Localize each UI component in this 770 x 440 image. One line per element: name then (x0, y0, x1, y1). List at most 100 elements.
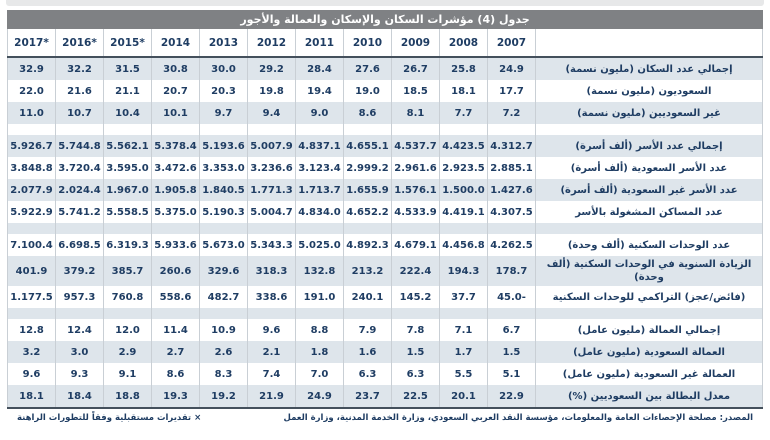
gap-cell (391, 124, 439, 135)
value-cell: 7.100.4 (7, 234, 55, 256)
value-cell: 12.8 (7, 319, 55, 341)
value-cell: 20.1 (439, 385, 487, 407)
value-cell: 4.655.1 (343, 135, 391, 157)
value-cell: 28.4 (295, 58, 343, 80)
value-cell: 7.9 (343, 319, 391, 341)
value-cell: 18.1 (439, 80, 487, 102)
value-cell: 22.9 (487, 385, 535, 407)
value-cell: 7.7 (439, 102, 487, 124)
row-label: عدد الوحدات السكنية (ألف وحدة) (535, 234, 762, 256)
value-cell: 3.720.4 (55, 157, 103, 179)
gap-cell (343, 308, 391, 319)
value-cell: 6.698.5 (55, 234, 103, 256)
gap-cell (247, 308, 295, 319)
row-label: معدل البطالة بين السعوديين (%) (535, 385, 762, 407)
table-body: 32.9 32.2 31.5 30.8 30.0 29.2 28.4 27.6 26.7 25.8… (7, 58, 763, 407)
table-row: 18.1 18.4 18.8 19.3 19.2 21.9 24.9 23.7 22.5 20.1… (7, 385, 763, 407)
value-cell: 11.0 (7, 102, 55, 124)
gap-cell (199, 308, 247, 319)
value-cell: 2.6 (199, 341, 247, 363)
value-cell: 1.7 (439, 341, 487, 363)
value-cell: 27.6 (343, 58, 391, 80)
value-cell: 20.7 (151, 80, 199, 102)
row-label: غير السعوديين (مليون نسمة) (535, 102, 762, 124)
gap-cell (151, 124, 199, 135)
value-cell: 1.8 (295, 341, 343, 363)
row-label: العمالة غير السعودية (مليون عامل) (535, 363, 762, 385)
value-cell: 4.652.2 (343, 201, 391, 223)
value-cell: 19.2 (199, 385, 247, 407)
row-label: (فائض/عجز) التراكمي للوحدات السكنية (535, 286, 762, 308)
gap-cell (7, 308, 55, 319)
value-cell: 1.5 (487, 341, 535, 363)
value-cell: 7.0 (295, 363, 343, 385)
value-cell: 5.744.8 (55, 135, 103, 157)
gap-cell (103, 223, 151, 234)
table-row: 401.9 379.2 385.7 260.6 329.6 318.3 132.8 213.2… (7, 256, 763, 286)
value-cell: 5.375.0 (151, 201, 199, 223)
gap-cell (103, 308, 151, 319)
section-gap (7, 308, 763, 319)
value-cell: 5.343.3 (247, 234, 295, 256)
value-cell: 18.1 (7, 385, 55, 407)
value-cell: 4.307.5 (487, 201, 535, 223)
value-cell: 24.9 (295, 385, 343, 407)
value-cell: 19.8 (247, 80, 295, 102)
value-cell: 10.4 (103, 102, 151, 124)
value-cell: 32.2 (55, 58, 103, 80)
table-row: 3.2 3.0 2.9 2.7 2.6 2.1 1.8 1.6 1.5 1.7 1.5 العمالة… (7, 341, 763, 363)
value-cell: 385.7 (103, 256, 151, 286)
value-cell: 26.7 (391, 58, 439, 80)
value-cell: 213.2 (343, 256, 391, 286)
source-note: المصدر: مصلحة الإحصاءات العامة والمعلوما… (283, 413, 753, 423)
year-header: 2007 (487, 29, 535, 56)
value-cell: 3.595.0 (103, 157, 151, 179)
value-cell: 3.848.8 (7, 157, 55, 179)
value-cell: 22.5 (391, 385, 439, 407)
table-row: 22.0 21.6 21.1 20.7 20.3 19.8 19.4 19.0 18.5 18.1… (7, 80, 763, 102)
value-cell: 45.0- (487, 286, 535, 308)
value-cell: 8.6 (151, 363, 199, 385)
table-row: 9.6 9.3 9.1 8.6 8.3 7.4 7.0 6.3 6.3 5.5 5.1 العمالة… (7, 363, 763, 385)
value-cell: 132.8 (295, 256, 343, 286)
year-header-row: 2017* 2016* 2015* 2014 2013 2012 2011 2010 2009 2… (7, 29, 763, 56)
table-row: 1.177.5 957.3 760.8 558.6 482.7 338.6 191.0 240… (7, 286, 763, 308)
value-cell: 29.2 (247, 58, 295, 80)
value-cell: 37.7 (439, 286, 487, 308)
value-cell: 1.576.1 (391, 179, 439, 201)
value-cell: 482.7 (199, 286, 247, 308)
gap-cell (7, 124, 55, 135)
value-cell: 6.319.3 (103, 234, 151, 256)
value-cell: 3.123.4 (295, 157, 343, 179)
year-header: 2010 (343, 29, 391, 56)
table-row: 11.0 10.7 10.4 10.1 9.7 9.4 9.0 8.6 8.1 7.7 7.2 غير… (7, 102, 763, 124)
value-cell: 11.4 (151, 319, 199, 341)
value-cell: 222.4 (391, 256, 439, 286)
value-cell: 9.3 (55, 363, 103, 385)
value-cell: 3.353.0 (199, 157, 247, 179)
value-cell: 8.8 (295, 319, 343, 341)
value-cell: 558.6 (151, 286, 199, 308)
gap-cell (199, 124, 247, 135)
value-cell: 957.3 (55, 286, 103, 308)
value-cell: 6.3 (343, 363, 391, 385)
value-cell: 4.423.5 (439, 135, 487, 157)
header-rule (7, 56, 763, 58)
value-cell: 5.673.0 (199, 234, 247, 256)
year-header: 2008 (439, 29, 487, 56)
gap-cell (151, 223, 199, 234)
year-header: 2012 (247, 29, 295, 56)
gap-cell (487, 308, 535, 319)
indicators-table: جدول (4) مؤشرات السكان والإسكان والعمالة… (7, 10, 763, 423)
value-cell: 7.2 (487, 102, 535, 124)
value-cell: 1.713.7 (295, 179, 343, 201)
gap-label-cell (535, 223, 762, 234)
table-row: 32.9 32.2 31.5 30.8 30.0 29.2 28.4 27.6 26.7 25.8… (7, 58, 763, 80)
value-cell: 10.7 (55, 102, 103, 124)
value-cell: 30.0 (199, 58, 247, 80)
row-label: العمالة السعودية (مليون عامل) (535, 341, 762, 363)
value-cell: 379.2 (55, 256, 103, 286)
value-cell: 19.3 (151, 385, 199, 407)
value-cell: 12.4 (55, 319, 103, 341)
value-cell: 5.5 (439, 363, 487, 385)
